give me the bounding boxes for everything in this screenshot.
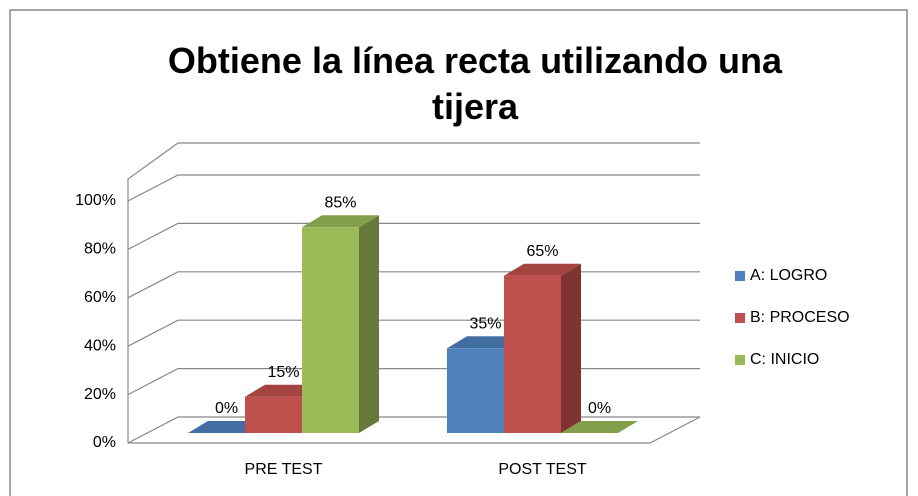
wall <box>127 142 700 443</box>
value-label: 15% <box>267 364 299 381</box>
value-label: 0% <box>588 400 611 417</box>
legend-label: A: LOGRO <box>750 267 827 284</box>
bar-top <box>561 421 638 433</box>
chart-title: Obtiene la línea recta utilizando una ti… <box>167 40 783 127</box>
value-label: 65% <box>526 243 558 260</box>
grid-line <box>127 222 700 250</box>
bar <box>447 348 504 433</box>
y-tick-label: 80% <box>84 241 116 258</box>
value-label: 0% <box>215 400 238 417</box>
y-tick-label: 100% <box>75 192 116 209</box>
legend-label: B: PROCESO <box>750 309 850 326</box>
y-tick-label: 40% <box>84 337 116 354</box>
bar-top <box>302 215 379 228</box>
bar <box>302 227 359 433</box>
bar-side <box>359 215 379 433</box>
legend-label: C: INICIO <box>750 351 819 368</box>
y-tick-label: 0% <box>93 434 116 451</box>
bar <box>245 396 302 433</box>
legend-swatch <box>735 355 745 365</box>
bar <box>504 275 561 433</box>
bar-side <box>561 263 581 433</box>
bar-top <box>504 263 581 276</box>
legend-swatch <box>735 313 745 323</box>
x-tick-label: PRE TEST <box>245 461 323 478</box>
y-tick-label: 20% <box>84 386 116 403</box>
grid-line <box>127 174 700 202</box>
x-tick-label: POST TEST <box>498 461 587 478</box>
y-tick-label: 60% <box>84 289 116 306</box>
legend-swatch <box>735 271 745 281</box>
floor <box>128 416 701 444</box>
value-label: 35% <box>469 316 501 333</box>
value-label: 85% <box>324 195 356 212</box>
